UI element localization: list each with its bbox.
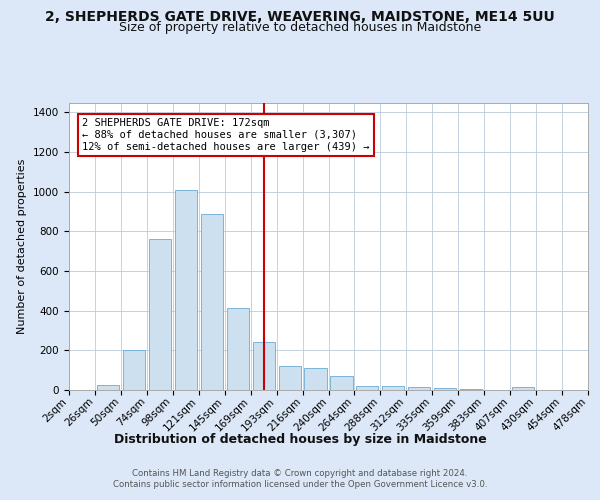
Bar bbox=[200, 214, 223, 390]
Text: Contains HM Land Registry data © Crown copyright and database right 2024.: Contains HM Land Registry data © Crown c… bbox=[132, 469, 468, 478]
Bar bbox=[123, 350, 145, 390]
Bar bbox=[253, 342, 275, 390]
Bar bbox=[149, 240, 171, 390]
Bar bbox=[227, 308, 249, 390]
Bar bbox=[460, 389, 482, 390]
Bar bbox=[97, 385, 119, 390]
Y-axis label: Number of detached properties: Number of detached properties bbox=[17, 158, 28, 334]
Bar bbox=[434, 388, 457, 390]
Bar bbox=[382, 386, 404, 390]
Text: Distribution of detached houses by size in Maidstone: Distribution of detached houses by size … bbox=[113, 432, 487, 446]
Text: 2 SHEPHERDS GATE DRIVE: 172sqm
← 88% of detached houses are smaller (3,307)
12% : 2 SHEPHERDS GATE DRIVE: 172sqm ← 88% of … bbox=[82, 118, 370, 152]
Text: Contains public sector information licensed under the Open Government Licence v3: Contains public sector information licen… bbox=[113, 480, 487, 489]
Bar bbox=[512, 387, 534, 390]
Text: 2, SHEPHERDS GATE DRIVE, WEAVERING, MAIDSTONE, ME14 5UU: 2, SHEPHERDS GATE DRIVE, WEAVERING, MAID… bbox=[45, 10, 555, 24]
Bar bbox=[408, 387, 430, 390]
Text: Size of property relative to detached houses in Maidstone: Size of property relative to detached ho… bbox=[119, 22, 481, 35]
Bar bbox=[356, 386, 379, 390]
Bar bbox=[304, 368, 326, 390]
Bar bbox=[175, 190, 197, 390]
Bar bbox=[331, 376, 353, 390]
Bar bbox=[278, 366, 301, 390]
